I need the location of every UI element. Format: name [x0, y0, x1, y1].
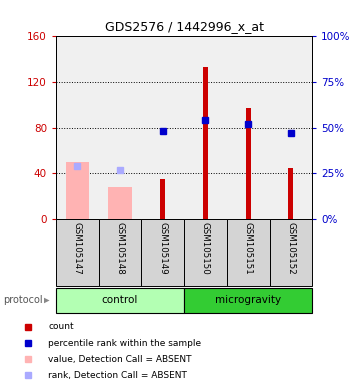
Text: value, Detection Call = ABSENT: value, Detection Call = ABSENT: [48, 355, 192, 364]
Text: GSM105152: GSM105152: [286, 222, 295, 274]
Bar: [270, 219, 312, 286]
Text: protocol: protocol: [4, 295, 43, 306]
Text: GSM105149: GSM105149: [158, 222, 167, 274]
Bar: [245, 108, 251, 219]
Text: GSM105151: GSM105151: [244, 222, 253, 274]
Text: GSM105147: GSM105147: [73, 222, 82, 274]
Bar: [160, 179, 165, 219]
Text: GSM105150: GSM105150: [201, 222, 210, 274]
Bar: [99, 219, 142, 286]
Bar: [56, 288, 184, 313]
Text: GSM105148: GSM105148: [116, 222, 125, 274]
Bar: [184, 219, 227, 286]
Text: count: count: [48, 323, 74, 331]
Bar: [66, 162, 89, 219]
Text: microgravity: microgravity: [215, 295, 281, 306]
Bar: [184, 288, 312, 313]
Text: percentile rank within the sample: percentile rank within the sample: [48, 339, 201, 348]
Text: rank, Detection Call = ABSENT: rank, Detection Call = ABSENT: [48, 371, 187, 380]
Bar: [203, 67, 208, 219]
Text: GDS2576 / 1442996_x_at: GDS2576 / 1442996_x_at: [105, 20, 264, 33]
Bar: [56, 219, 99, 286]
Bar: [108, 187, 132, 219]
Text: control: control: [102, 295, 138, 306]
Bar: [227, 219, 270, 286]
Bar: [288, 167, 293, 219]
Bar: [142, 219, 184, 286]
